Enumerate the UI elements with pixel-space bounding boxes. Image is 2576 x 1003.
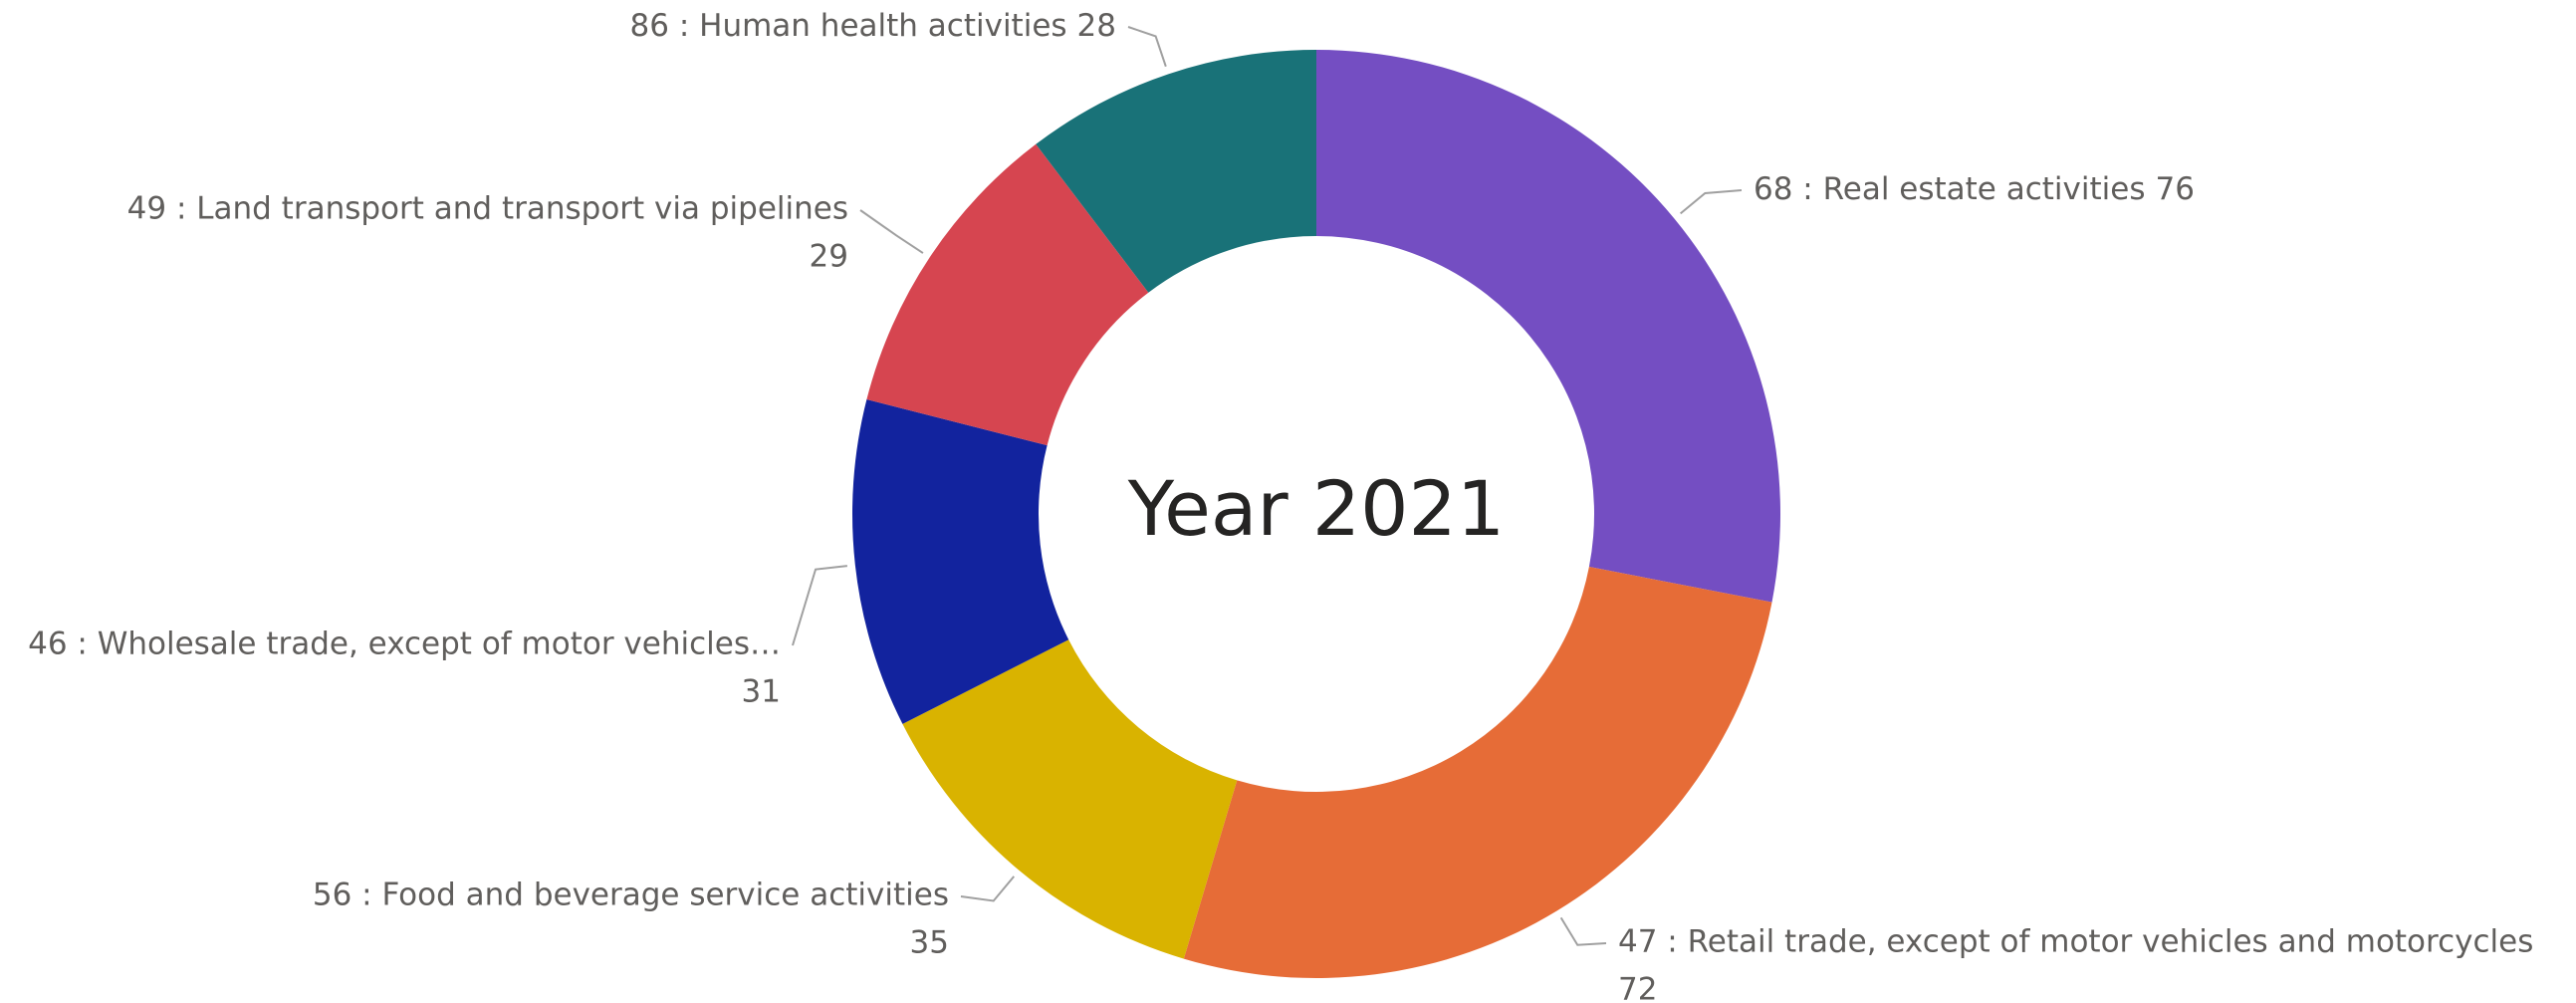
donut-slice: [1316, 50, 1780, 603]
leader-line: [859, 209, 924, 254]
data-label-category: 49 : Land transport and transport via pi…: [127, 191, 848, 227]
leader-line: [1559, 916, 1607, 946]
data-label: 68 : Real estate activities 76: [1754, 171, 2195, 207]
donut-slice: [866, 143, 1149, 446]
data-label-value: 72: [1618, 972, 1657, 1003]
donut-slice: [902, 639, 1238, 959]
data-label-category: 46 : Wholesale trade, except of motor ve…: [28, 627, 781, 662]
donut-slice: [1036, 50, 1316, 293]
data-label-value: 35: [910, 925, 949, 961]
leader-line: [792, 565, 847, 646]
data-label-category: 47 : Retail trade, except of motor vehic…: [1618, 924, 2533, 960]
data-label-value: 76: [2156, 171, 2195, 207]
leader-line: [1127, 26, 1167, 68]
donut-slice: [1183, 567, 1772, 978]
data-label-value: 31: [742, 674, 781, 710]
center-label: Year 2021: [1127, 464, 1505, 553]
data-label-value: 28: [1077, 8, 1116, 44]
leader-line: [1680, 189, 1743, 215]
leader-line: [960, 876, 1016, 902]
data-label-category: 68 : Real estate activities: [1754, 171, 2146, 207]
data-label-category: 86 : Human health activities: [630, 8, 1067, 44]
data-label-category: 56 : Food and beverage service activitie…: [313, 878, 949, 913]
data-label: 86 : Human health activities 28: [630, 8, 1116, 44]
data-label-value: 29: [810, 239, 848, 275]
donut-slice: [851, 399, 1069, 724]
